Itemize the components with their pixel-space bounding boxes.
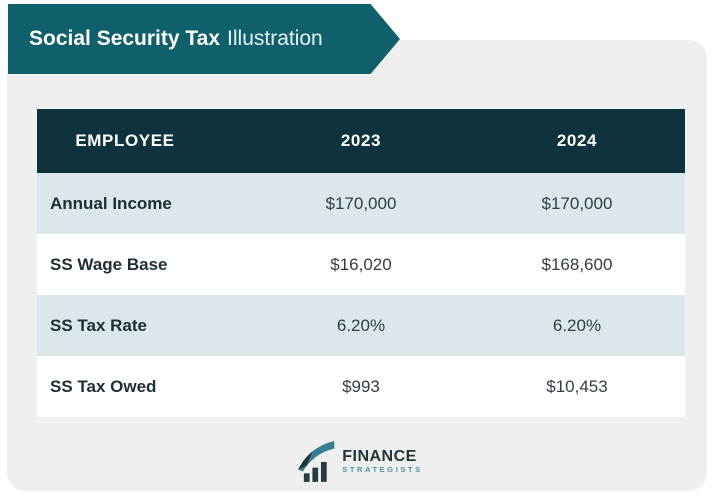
banner-subtitle: Illustration [227,27,323,50]
table-row-ss-tax-owed: SS Tax Owed $993 $10,453 [37,356,685,417]
brand-text: FINANCE STRATEGISTS [342,448,423,474]
row-value-2024: $10,453 [546,376,608,396]
banner-title: Social Security Tax [29,27,221,50]
row-value-2024: 6.20% [552,315,602,335]
row-label: Annual Income [50,193,172,213]
row-label: SS Tax Owed [50,376,157,396]
row-label: SS Tax Rate [50,315,148,335]
title-banner: Social Security Tax Illustration [8,4,400,74]
tax-comparison-table: EMPLOYEE 2023 2024 Annual Income $170,00… [35,107,687,419]
brand-logo: FINANCE STRATEGISTS [297,440,423,482]
row-value-2023: $993 [342,376,380,396]
row-value-2024: $170,000 [541,193,613,213]
bar-chart-flag-icon [298,441,335,482]
row-value-2024: $168,600 [541,254,613,274]
row-value-2023: 6.20% [336,315,386,335]
table-header-row: EMPLOYEE 2023 2024 [37,109,685,173]
header-cell-2024: 2024 [556,131,598,150]
table-row-annual-income: Annual Income $170,000 $170,000 [37,173,685,234]
row-value-2023: $16,020 [330,254,392,274]
brand-subname: STRATEGISTS [342,465,423,474]
table-row-ss-wage-base: SS Wage Base $16,020 $168,600 [37,234,685,295]
brand-name: FINANCE [342,448,417,465]
header-cell-2023: 2023 [340,131,382,150]
row-value-2023: $170,000 [325,193,397,213]
header-cell-employee: EMPLOYEE [75,131,175,150]
table-row-ss-tax-rate: SS Tax Rate 6.20% 6.20% [37,295,685,356]
row-label: SS Wage Base [50,254,168,274]
